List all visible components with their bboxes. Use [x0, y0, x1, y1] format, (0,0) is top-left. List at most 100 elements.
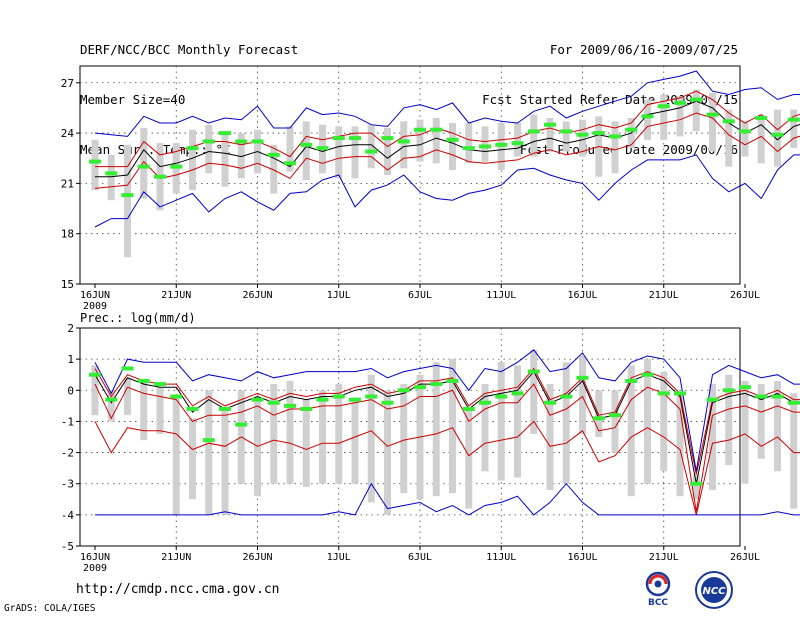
prec-y-tick-label: -3 [61, 478, 74, 491]
prec-member-box [270, 384, 278, 484]
prec-climatology-marker [625, 378, 638, 383]
temp-climatology-marker [170, 164, 183, 169]
temp-member-box [140, 128, 148, 199]
prec-climatology-marker [89, 372, 101, 377]
prec-climatology-marker [414, 385, 426, 390]
prec-member-box [757, 384, 765, 459]
prec-lower-red-line [94, 420, 800, 516]
prec-climatology-marker [527, 369, 540, 374]
temp-climatology-marker [267, 152, 280, 157]
temp-lower-outer-line [94, 154, 800, 228]
temp-x-tick-label: 16JUN [80, 290, 110, 301]
prec-panel-title: Prec.: log(mm/d) [80, 311, 196, 325]
temp-member-box [546, 117, 554, 152]
prec-climatology-marker [706, 397, 719, 402]
prec-climatology-marker [251, 397, 264, 402]
temp-climatology-marker [300, 142, 313, 147]
temp-member-box [384, 128, 391, 175]
ncc-logo-icon: NCC [695, 571, 733, 609]
prec-climatology-marker [267, 400, 280, 405]
temp-member-box [514, 123, 521, 157]
temp-climatology-marker [186, 146, 199, 151]
prec-member-box [481, 384, 489, 472]
forecast-period-label: For 2009/06/16-2009/07/25 [549, 42, 738, 57]
temp-member-box [237, 133, 245, 179]
temp-member-box [416, 119, 424, 162]
prec-member-box [172, 396, 180, 515]
temp-member-box [270, 144, 278, 194]
prec-y-tick-label: -4 [61, 509, 75, 522]
temp-member-box [725, 109, 733, 167]
temp-climatology-marker [641, 114, 654, 119]
temp-climatology-marker [121, 193, 134, 198]
prec-climatology-marker [787, 400, 800, 405]
prec-plot-frame [79, 327, 741, 547]
temp-climatology-marker [251, 139, 264, 144]
prec-member-box [627, 365, 635, 497]
temp-member-box [107, 154, 115, 201]
prec-member-box [124, 377, 131, 416]
prec-climatology-marker [381, 400, 394, 405]
temp-climatology-marker [495, 142, 508, 147]
temp-climatology-marker [576, 132, 589, 137]
prec-member-box [432, 362, 440, 497]
bcc-logo-text: BCC [648, 598, 668, 608]
temp-member-box [335, 126, 343, 179]
prec-climatology-marker [332, 394, 345, 399]
prec-x-tick-label: 26JUN [242, 552, 272, 563]
prec-x-tick-label: 16JUN [80, 552, 110, 563]
prec-member-box [465, 408, 473, 509]
prec-climatology-marker [771, 394, 784, 399]
temp-x-tick-label: 26JUN [242, 290, 272, 301]
temp-year-label: 2009 [83, 301, 107, 312]
source-url[interactable]: http://cmdp.ncc.cma.gov.cn [76, 582, 280, 597]
prec-climatology-marker [186, 406, 199, 411]
prec-year-label: 2009 [83, 563, 107, 574]
temp-climatology-marker [219, 131, 231, 136]
temp-ensemble-mean-line [95, 100, 800, 178]
prec-y-tick-label: -5 [61, 540, 74, 553]
bcc-logo-icon: BCC [645, 571, 671, 608]
prec-member-box [335, 384, 343, 484]
grads-credit: GrADS: COLA/IGES [4, 603, 96, 614]
prec-climatology-marker [511, 391, 524, 396]
ncc-logo-text: NCC [702, 586, 726, 597]
prec-member-box [530, 349, 538, 434]
prec-member-box [156, 387, 164, 434]
prec-x-tick-label: 21JUN [161, 552, 191, 563]
temp-member-box [530, 114, 538, 157]
temp-member-box [400, 121, 408, 169]
prec-upper-inner-line [94, 367, 800, 475]
temp-climatology-marker [739, 129, 751, 134]
prec-climatology-marker [641, 372, 654, 377]
temp-member-box [432, 117, 440, 164]
temp-climatology-marker [625, 127, 638, 132]
prec-climatology-marker [674, 391, 686, 396]
prec-climatology-marker [495, 394, 508, 399]
temp-climatology-marker [349, 136, 361, 141]
prec-y-tick-label: 1 [67, 353, 74, 366]
temp-member-box [660, 94, 668, 140]
temp-climatology-marker [755, 115, 768, 120]
prec-member-box [367, 374, 375, 503]
member-size-label: Member Size=40 [80, 92, 186, 107]
temp-y-tick-label: 24 [61, 127, 75, 140]
prec-climatology-marker [397, 388, 410, 393]
temp-y-tick-label: 27 [61, 77, 74, 90]
prec-climatology-marker [365, 394, 378, 399]
prec-climatology-marker [592, 416, 605, 421]
prec-member-box [514, 365, 521, 478]
temp-x-tick-label: 16JUL [567, 290, 597, 301]
prec-member-box [741, 380, 749, 484]
temp-upper-outer-line [94, 70, 800, 137]
temp-x-tick-label: 21JUL [649, 290, 679, 301]
prec-climatology-marker [154, 382, 166, 387]
prec-climatology-marker [690, 481, 703, 486]
temp-x-tick-label: 6JUL [408, 290, 432, 301]
prec-upper-outer-line [94, 349, 800, 472]
prec-member-box [644, 359, 651, 484]
temp-climatology-marker [657, 104, 670, 109]
temp-lower-inner-line [94, 112, 800, 189]
prec-y-tick-label: -1 [61, 415, 74, 428]
